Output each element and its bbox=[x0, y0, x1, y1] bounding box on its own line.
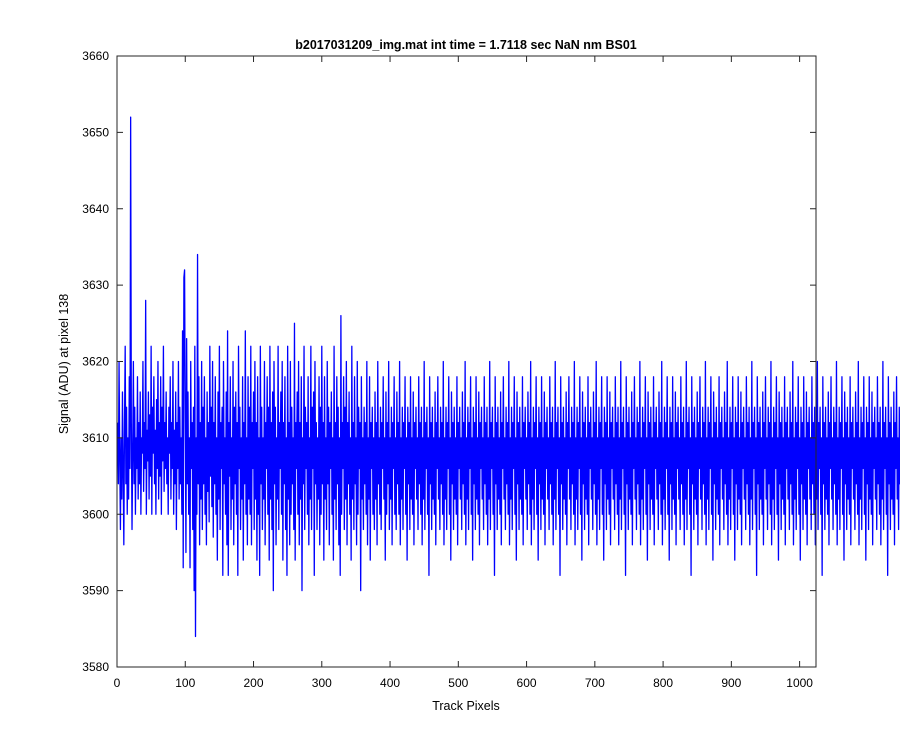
x-tick-label: 200 bbox=[244, 676, 264, 690]
x-tick-label: 400 bbox=[380, 676, 400, 690]
y-tick-label: 3660 bbox=[82, 49, 109, 63]
y-tick-label: 3650 bbox=[82, 125, 109, 139]
x-tick-label: 800 bbox=[653, 676, 673, 690]
chart-title: b2017031209_img.mat int time = 1.7118 se… bbox=[295, 38, 637, 52]
y-axis-label: Signal (ADU) at pixel 138 bbox=[57, 294, 71, 434]
x-tick-label: 700 bbox=[585, 676, 605, 690]
y-tick-label: 3640 bbox=[82, 202, 109, 216]
y-tick-label: 3600 bbox=[82, 507, 109, 521]
x-tick-label: 600 bbox=[517, 676, 537, 690]
y-tick-label: 3590 bbox=[82, 584, 109, 598]
x-tick-label: 300 bbox=[312, 676, 332, 690]
series-line bbox=[117, 116, 900, 638]
x-tick-label: 500 bbox=[448, 676, 468, 690]
x-axis-label: Track Pixels bbox=[432, 699, 500, 713]
series-layer bbox=[117, 116, 900, 638]
y-tick-label: 3610 bbox=[82, 431, 109, 445]
x-tick-label: 0 bbox=[114, 676, 121, 690]
x-tick-label: 100 bbox=[175, 676, 195, 690]
x-tick-label: 900 bbox=[721, 676, 741, 690]
y-tick-label: 3620 bbox=[82, 355, 109, 369]
y-tick-label: 3580 bbox=[82, 660, 109, 674]
x-tick-label: 1000 bbox=[786, 676, 813, 690]
y-tick-label: 3630 bbox=[82, 278, 109, 292]
tick-layer: 0 100 200 300 400 500 600 700 800 900 1000 3580 3590… bbox=[82, 49, 816, 690]
